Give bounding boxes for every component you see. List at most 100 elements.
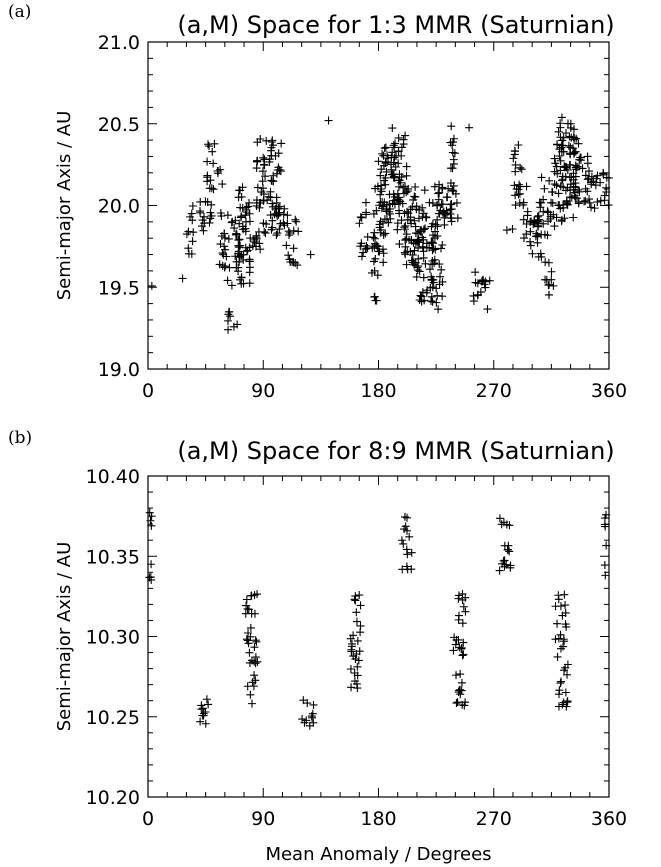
data-point-plus <box>258 167 267 176</box>
data-point-plus <box>220 242 229 251</box>
data-point-plus <box>269 141 278 150</box>
data-point-plus <box>400 512 409 521</box>
data-point-plus <box>427 297 436 306</box>
data-point-plus <box>519 234 528 243</box>
data-point-plus <box>205 218 214 227</box>
data-point-plus <box>578 164 587 173</box>
data-point-plus <box>551 635 560 644</box>
data-point-plus <box>554 634 563 643</box>
data-point-plus <box>592 174 601 183</box>
data-point-plus <box>428 297 437 306</box>
data-point-plus <box>458 619 467 628</box>
data-point-plus <box>246 234 255 243</box>
data-point-plus <box>430 259 439 268</box>
data-point-plus <box>433 222 442 231</box>
data-point-plus <box>565 132 574 141</box>
data-point-plus <box>199 226 208 235</box>
data-point-plus <box>357 239 366 248</box>
data-point-plus <box>350 668 359 677</box>
data-points <box>147 113 613 334</box>
data-point-plus <box>275 225 284 234</box>
data-point-plus <box>446 209 455 218</box>
data-point-plus <box>455 686 464 695</box>
data-points <box>145 508 611 730</box>
data-point-plus <box>252 233 261 242</box>
data-point-plus <box>362 241 371 250</box>
data-point-plus <box>436 244 445 253</box>
data-point-plus <box>560 590 569 599</box>
data-point-plus <box>566 123 575 132</box>
data-point-plus <box>252 157 261 166</box>
data-point-plus <box>409 195 418 204</box>
data-point-plus <box>401 221 410 230</box>
data-point-plus <box>555 152 564 161</box>
data-point-plus <box>553 652 562 661</box>
data-point-plus <box>353 662 362 671</box>
data-point-plus <box>420 186 429 195</box>
data-point-plus <box>591 181 600 190</box>
data-point-plus <box>561 601 570 610</box>
data-point-plus <box>437 265 446 274</box>
data-point-plus <box>221 245 230 254</box>
data-point-plus <box>145 508 154 517</box>
data-point-plus <box>422 243 431 252</box>
data-point-plus <box>419 273 428 282</box>
data-point-plus <box>283 211 292 220</box>
data-point-plus <box>146 573 155 582</box>
data-point-plus <box>232 229 241 238</box>
data-point-plus <box>353 636 362 645</box>
data-point-plus <box>189 228 198 237</box>
data-point-plus <box>245 198 254 207</box>
data-point-plus <box>461 607 470 616</box>
data-point-plus <box>449 646 458 655</box>
data-point-plus <box>294 227 303 236</box>
data-point-plus <box>244 605 253 614</box>
data-point-plus <box>395 240 404 249</box>
data-point-plus <box>238 183 247 192</box>
data-point-plus <box>289 258 298 267</box>
data-point-plus <box>590 204 599 213</box>
data-point-plus <box>556 156 565 165</box>
data-point-plus <box>205 142 214 151</box>
data-point-plus <box>269 177 278 186</box>
data-point-plus <box>457 678 466 687</box>
data-point-plus <box>186 212 195 221</box>
data-point-plus <box>389 158 398 167</box>
data-point-plus <box>203 171 212 180</box>
data-point-plus <box>563 698 572 707</box>
data-point-plus <box>397 536 406 545</box>
data-point-plus <box>572 194 581 203</box>
data-point-plus <box>406 247 415 256</box>
data-point-plus <box>431 227 440 236</box>
data-point-plus <box>554 127 563 136</box>
data-point-plus <box>231 216 240 225</box>
data-point-plus <box>391 139 400 148</box>
data-point-plus <box>429 244 438 253</box>
data-point-plus <box>537 173 546 182</box>
data-point-plus <box>201 719 210 728</box>
data-point-plus <box>458 651 467 660</box>
data-point-plus <box>418 288 427 297</box>
data-point-plus <box>292 217 301 226</box>
data-point-plus <box>457 645 466 654</box>
data-point-plus <box>411 229 420 238</box>
data-point-plus <box>562 128 571 137</box>
data-point-plus <box>208 147 217 156</box>
data-point-plus <box>285 228 294 237</box>
data-point-plus <box>244 628 253 637</box>
data-point-plus <box>432 298 441 307</box>
data-point-plus <box>393 225 402 234</box>
data-point-plus <box>404 209 413 218</box>
data-point-plus <box>147 521 156 530</box>
data-point-plus <box>561 620 570 629</box>
data-point-plus <box>242 247 251 256</box>
data-point-plus <box>550 222 559 231</box>
data-point-plus <box>291 215 300 224</box>
data-point-plus <box>428 231 437 240</box>
data-point-plus <box>517 165 526 174</box>
data-point-plus <box>558 700 567 709</box>
data-point-plus <box>495 566 504 575</box>
data-point-plus <box>419 253 428 262</box>
y-tick-label: 20.5 <box>98 114 140 136</box>
data-point-plus <box>388 124 397 133</box>
